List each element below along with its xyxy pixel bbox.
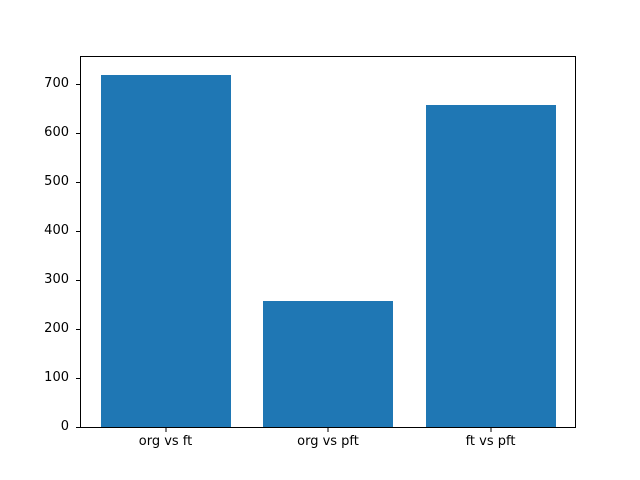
y-tick-mark: [76, 181, 80, 183]
y-tick-mark: [76, 132, 80, 134]
x-tick-mark: [327, 428, 329, 432]
x-tick-mark: [490, 428, 491, 432]
x-tick-label: ft vs pft: [465, 434, 516, 449]
y-tick-mark: [76, 328, 80, 330]
x-tick-label: org vs ft: [138, 434, 193, 449]
y-tick-mark: [76, 279, 80, 281]
y-tick-label: 300: [44, 272, 69, 288]
y-tick-mark: [76, 426, 80, 428]
y-tick-label: 700: [44, 76, 69, 92]
bar-org-vs-ft: [100, 74, 231, 427]
y-tick-label: 100: [44, 370, 69, 386]
plot-area: org vs ft org vs pft ft vs pft 0 100 200 300 40…: [44, 56, 576, 449]
y-tick-label: 600: [44, 125, 69, 141]
x-tick-mark: [165, 428, 166, 432]
y-tick-label: 200: [44, 321, 69, 337]
x-tick-label: org vs pft: [297, 434, 359, 449]
y-tick-label: 500: [44, 174, 69, 190]
bar-org-vs-pft: [263, 300, 393, 427]
y-tick-mark: [76, 83, 80, 85]
y-tick-label: 400: [44, 223, 69, 239]
y-tick-mark: [76, 377, 80, 379]
y-tick-label: 0: [60, 419, 69, 434]
bar-ft-vs-pft: [425, 104, 556, 427]
y-tick-mark: [76, 230, 80, 232]
